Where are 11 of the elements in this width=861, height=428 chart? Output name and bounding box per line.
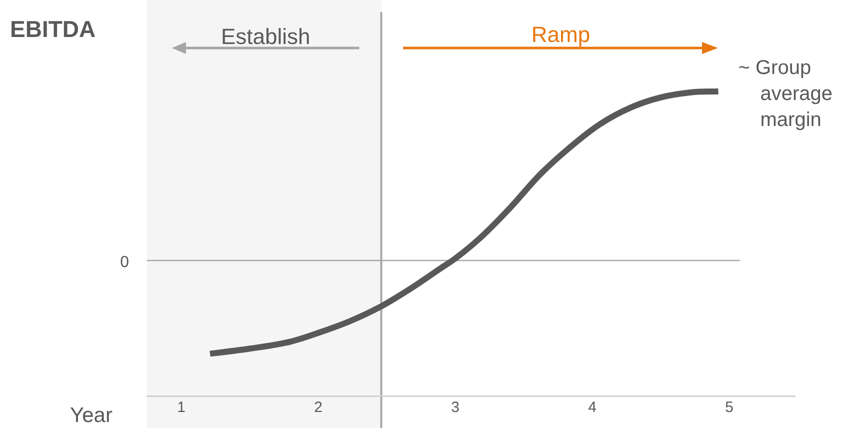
x-axis-title: Year	[70, 404, 112, 428]
band-label: Establish	[220, 24, 310, 50]
x-tick-label: 4	[588, 399, 596, 416]
annotation: ~ Group average margin	[738, 56, 834, 134]
text: Ramp	[531, 22, 590, 48]
y-axis-title: EBITDA	[10, 16, 96, 43]
x-tick-label: 2	[314, 399, 322, 416]
x-tick-label: 5	[725, 399, 734, 416]
ref-line-label: 0	[120, 254, 130, 271]
x-tick-label: 1	[177, 399, 186, 416]
x-tick-label: 3	[451, 399, 460, 416]
